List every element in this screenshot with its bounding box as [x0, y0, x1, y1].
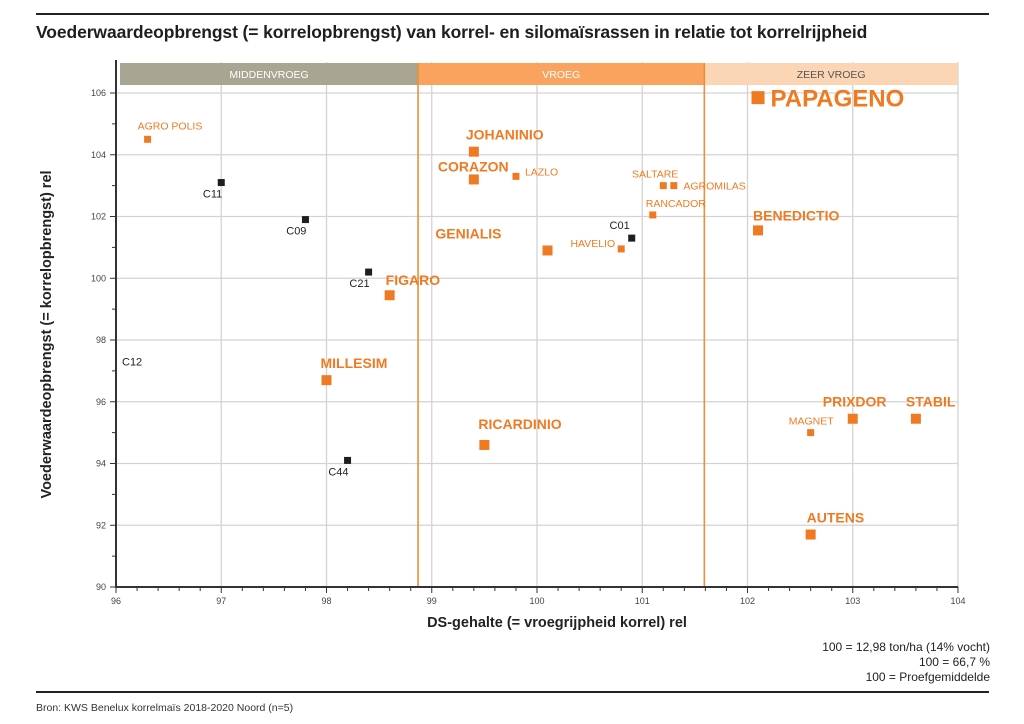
x-tick-label: 102 — [740, 596, 755, 606]
region-label: VROEG — [542, 69, 580, 81]
point-marker — [805, 529, 816, 540]
point-label: STABIL — [906, 394, 956, 410]
point-marker — [847, 413, 858, 424]
x-tick-label: 99 — [427, 596, 437, 606]
note-line: 100 = 66,7 % — [918, 655, 990, 669]
point-label: PRIXDOR — [823, 394, 887, 410]
y-tick-label: 94 — [96, 459, 106, 469]
point-marker — [217, 179, 225, 187]
point-label: RANCADOR — [646, 198, 707, 210]
point-marker — [649, 211, 657, 219]
x-tick-label: 98 — [321, 596, 331, 606]
point-label: MILLESIM — [321, 355, 388, 371]
point-label: AGROMILAS — [683, 181, 745, 193]
point-marker — [468, 146, 479, 157]
note-line: 100 = Proefgemiddelde — [865, 670, 990, 684]
notes-block: 100 = 12,98 ton/ha (14% vocht) 100 = 66,… — [822, 640, 990, 685]
scatter-chart: MIDDENVROEG VROEG ZEER VROEG 96 97 98 99 100 101… — [39, 60, 966, 631]
point-label: GENIALIS — [435, 225, 501, 241]
point-label: C44 — [328, 466, 348, 478]
source-note: Bron: KWS Benelux korrelmaïs 2018-2020 N… — [36, 702, 294, 714]
point-label: MAGNET — [789, 416, 835, 428]
point-marker — [910, 413, 921, 424]
region-band — [704, 63, 958, 85]
point-label: CORAZON — [438, 158, 509, 174]
x-axis-label: DS-gehalte (= vroegrijpheid korrel) rel — [427, 615, 687, 631]
point-label: SALTARE — [632, 169, 678, 181]
point-marker — [751, 91, 765, 105]
point-marker — [384, 290, 395, 301]
point-marker — [321, 375, 332, 386]
point-marker — [365, 268, 373, 276]
y-tick-label: 92 — [96, 520, 106, 530]
point-label: AUTENS — [807, 510, 865, 526]
x-tick-label: 103 — [845, 596, 860, 606]
y-tick-label: 96 — [96, 397, 106, 407]
point-label: C21 — [349, 278, 369, 290]
y-axis-label: Voederwaardeopbrengst (= korrelopbrengst… — [39, 170, 55, 498]
chart-title: Voederwaardeopbrengst (= korrelopbrengst… — [36, 22, 868, 42]
x-tick-label: 104 — [950, 596, 965, 606]
region-label: MIDDENVROEG — [229, 69, 308, 81]
point-marker — [468, 174, 479, 185]
top-rule — [36, 13, 989, 15]
region-band — [120, 63, 419, 85]
point-marker — [628, 234, 636, 242]
bottom-rule — [36, 691, 989, 693]
x-tick-label: 97 — [216, 596, 226, 606]
point-label: JOHANINIO — [466, 127, 544, 143]
y-tick-label: 102 — [91, 212, 106, 222]
y-tick-label: 104 — [91, 150, 106, 160]
y-tick-label: 98 — [96, 335, 106, 345]
point-label: RICARDINIO — [478, 416, 561, 432]
y-tick-label: 90 — [96, 582, 106, 592]
point-marker — [753, 225, 764, 236]
point-label: PAPAGENO — [771, 86, 905, 113]
region-band — [418, 63, 705, 85]
note-line: 100 = 12,98 ton/ha (14% vocht) — [822, 640, 990, 654]
point-marker — [512, 172, 520, 180]
x-tick-label: 100 — [529, 596, 544, 606]
point-marker — [617, 245, 625, 253]
y-tick-label: 100 — [91, 273, 106, 283]
point-marker — [807, 429, 815, 437]
region-label: ZEER VROEG — [797, 69, 866, 81]
point-marker — [659, 182, 667, 190]
point-marker — [301, 216, 309, 224]
point-label: BENEDICTIO — [753, 207, 839, 223]
point-label: C12 — [122, 357, 142, 369]
point-marker — [144, 135, 152, 143]
point-label: C11 — [203, 189, 222, 201]
x-tick-label: 101 — [635, 596, 650, 606]
point-marker — [479, 439, 490, 450]
point-marker — [670, 182, 678, 190]
point-label: AGRO POLIS — [138, 120, 203, 132]
point-label: LAZLO — [525, 166, 558, 178]
point-label: HAVELIO — [570, 238, 615, 250]
point-marker — [344, 456, 352, 464]
point-label: FIGARO — [386, 272, 441, 288]
y-tick-label: 106 — [91, 88, 106, 98]
point-label: C09 — [286, 226, 306, 238]
point-label: C01 — [610, 220, 630, 232]
x-tick-label: 96 — [111, 596, 121, 606]
point-marker — [542, 245, 553, 256]
